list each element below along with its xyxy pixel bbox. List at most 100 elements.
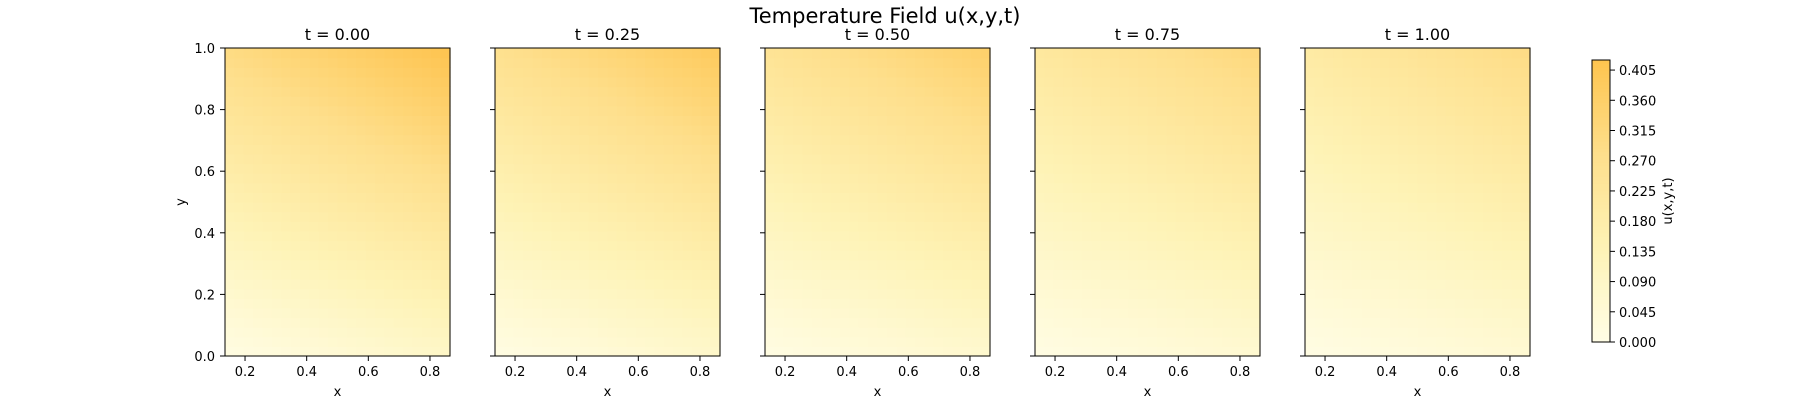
heatmap-cell <box>1370 57 1381 68</box>
heatmap-cell <box>1473 240 1484 251</box>
heatmap-cell <box>673 125 684 136</box>
heatmap-cell <box>924 57 935 68</box>
heatmap-cell <box>811 163 822 174</box>
heatmap-cell <box>765 298 775 309</box>
heatmap-cell <box>765 202 775 213</box>
heatmap-cell <box>541 115 552 126</box>
heatmap-cell <box>365 327 376 338</box>
heatmap-cell <box>1492 230 1503 242</box>
heatmap-cell <box>1110 115 1120 126</box>
heatmap-cell <box>858 317 869 328</box>
heatmap-cell <box>403 134 414 145</box>
heatmap-cell <box>243 153 254 165</box>
heatmap-cell <box>915 221 925 232</box>
heatmap-cell <box>412 269 423 280</box>
heatmap-cell <box>412 230 423 242</box>
heatmap-cell <box>654 57 665 68</box>
heatmap-cell <box>943 163 954 174</box>
heatmap-cell <box>1138 346 1149 357</box>
heatmap-cell <box>1417 153 1428 165</box>
heatmap-cell <box>1511 163 1522 174</box>
heatmap-cell <box>1250 125 1261 136</box>
heatmap-cell <box>513 86 524 97</box>
heatmap-cell <box>1081 57 1092 68</box>
x-tick-label: 0.8 <box>420 365 441 380</box>
heatmap-cell <box>337 86 348 97</box>
heatmap-cell <box>1072 86 1083 97</box>
heatmap-cell <box>1501 125 1512 136</box>
heatmap-cell <box>1222 269 1233 280</box>
colorbar-segment <box>1592 176 1610 181</box>
heatmap-cell <box>1156 115 1167 126</box>
heatmap-cell <box>821 48 832 59</box>
heatmap-cell <box>1380 57 1390 68</box>
heatmap-cell <box>654 96 665 107</box>
heatmap-cell <box>1361 307 1372 319</box>
heatmap-cell <box>1398 86 1409 97</box>
heatmap-cell <box>1100 76 1111 88</box>
heatmap-cell <box>1231 259 1242 270</box>
heatmap-cell <box>802 67 813 78</box>
heatmap-cell <box>393 307 404 319</box>
panel-title: t = 0.75 <box>1115 25 1180 44</box>
heatmap-cell <box>253 317 264 328</box>
heatmap-cell <box>356 240 367 251</box>
heatmap-cell <box>318 96 329 107</box>
heatmap-cell <box>701 173 712 184</box>
heatmap-cell <box>616 288 627 299</box>
heatmap-cell <box>952 182 963 193</box>
heatmap-cell <box>626 259 637 270</box>
heatmap-cell <box>701 144 712 155</box>
heatmap-cell <box>710 346 721 357</box>
heatmap-cell <box>1501 317 1512 328</box>
heatmap-cell <box>868 269 879 280</box>
heatmap-cell <box>607 86 618 97</box>
heatmap-cell <box>1110 192 1120 203</box>
heatmap-cell <box>858 327 869 338</box>
heatmap-cell <box>1333 230 1344 242</box>
heatmap-cell <box>896 269 907 280</box>
heatmap-cell <box>1323 307 1334 319</box>
heatmap-cell <box>1314 163 1325 174</box>
heatmap-cell <box>318 134 329 145</box>
heatmap-cell <box>1380 105 1390 116</box>
heatmap-cell <box>1072 327 1083 338</box>
heatmap-cell <box>1483 134 1494 145</box>
heatmap-cell <box>403 346 414 357</box>
heatmap-cell <box>1203 221 1214 232</box>
heatmap-cell <box>915 173 925 184</box>
heatmap-cell <box>1380 76 1390 88</box>
heatmap-cell <box>1436 307 1447 319</box>
colorbar-segment <box>1592 222 1610 227</box>
heatmap-cell <box>1389 173 1400 184</box>
heatmap-cell <box>1072 153 1083 165</box>
heatmap-cell <box>403 57 414 68</box>
heatmap-cell <box>793 105 804 116</box>
heatmap-cell <box>645 307 655 319</box>
heatmap-cell <box>1138 279 1149 290</box>
heatmap-cell <box>802 192 813 203</box>
heatmap-cell <box>654 115 665 126</box>
heatmap-cell <box>616 115 627 126</box>
heatmap-cell <box>943 211 954 222</box>
heatmap-cell <box>253 346 264 357</box>
heatmap-cell <box>1436 76 1447 88</box>
heatmap-cell <box>570 182 580 193</box>
heatmap-cell <box>1436 269 1447 280</box>
heatmap-cell <box>1333 288 1344 299</box>
heatmap-cell <box>915 182 925 193</box>
heatmap-cell <box>1408 48 1419 59</box>
heatmap-cell <box>1035 86 1045 97</box>
heatmap-cell <box>811 48 822 59</box>
heatmap-cell <box>793 346 804 357</box>
heatmap-cell <box>532 182 543 193</box>
heatmap-cell <box>1110 298 1120 309</box>
heatmap-cell <box>673 307 684 319</box>
heatmap-cell <box>1110 317 1120 328</box>
heatmap-cell <box>1361 317 1372 328</box>
heatmap-cell <box>551 211 562 222</box>
heatmap-cell <box>783 269 794 280</box>
heatmap-cell <box>551 153 562 165</box>
heatmap-cell <box>384 259 395 270</box>
heatmap-cell <box>1408 346 1419 357</box>
